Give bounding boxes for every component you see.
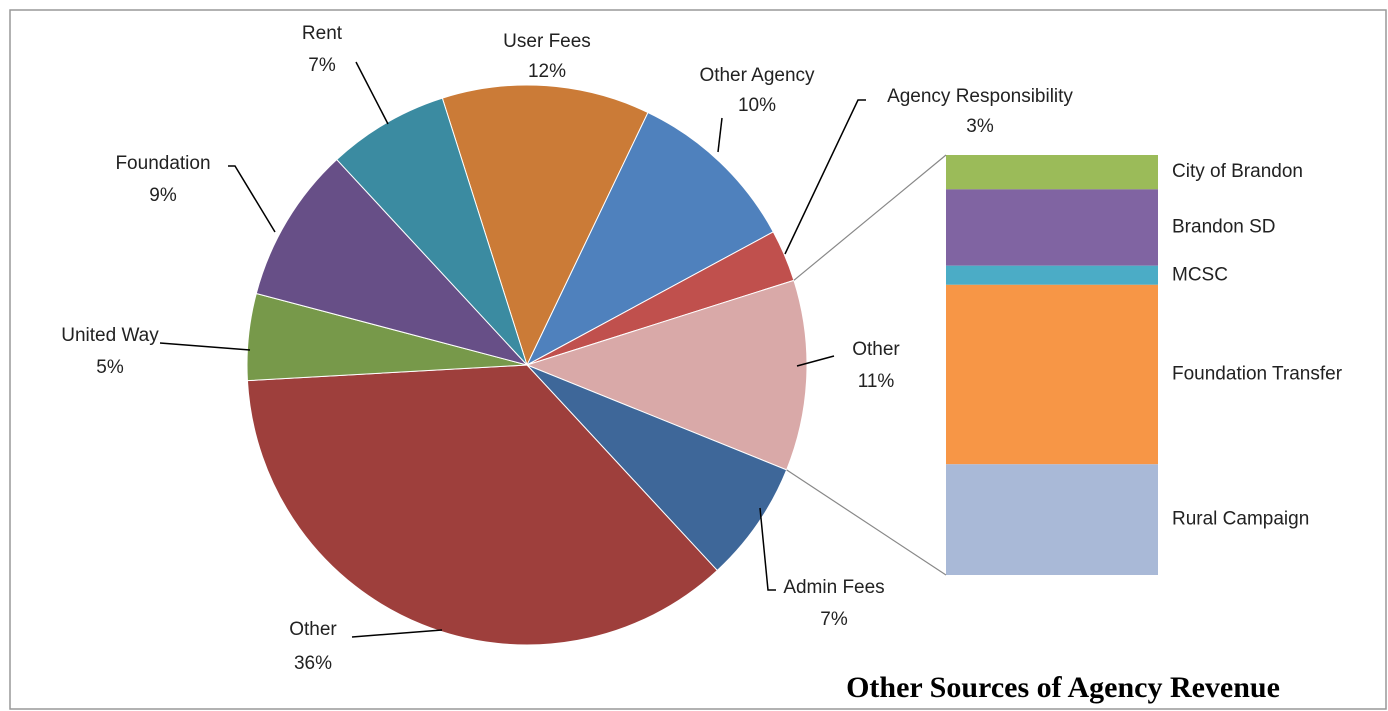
pie-slice	[525, 111, 774, 367]
bar-label: Brandon SD	[1172, 217, 1276, 238]
pie-slice	[525, 279, 808, 471]
leader-line	[228, 165, 276, 233]
bar-label: Rural Campaign	[1172, 509, 1309, 530]
pie-slice	[336, 97, 528, 366]
leader-line	[717, 117, 723, 153]
leader-line	[159, 342, 251, 351]
slice-value-label: 10%	[738, 95, 776, 116]
slice-label: Agency Responsibility	[887, 86, 1073, 107]
leader-line	[759, 507, 776, 591]
slice-label: Other Agency	[699, 65, 815, 86]
bar-label: MCSC	[1172, 264, 1228, 285]
slice-label: User Fees	[503, 31, 591, 52]
slice-label: United Way	[61, 325, 159, 346]
leader-line	[796, 355, 835, 367]
pie-slice	[526, 364, 788, 572]
slice-value-label: 11%	[858, 371, 895, 392]
connector-line	[793, 154, 947, 281]
slice-value-label: 7%	[820, 609, 848, 630]
pie-slice	[255, 158, 529, 366]
slice-value-label: 7%	[308, 55, 336, 76]
slice-label: Other	[852, 339, 900, 360]
bar-label: Foundation Transfer	[1172, 364, 1343, 385]
slice-value-label: 12%	[528, 61, 566, 82]
connector-line	[786, 469, 947, 576]
pie-slice	[246, 364, 718, 646]
chart-title: Other Sources of Agency Revenue	[846, 671, 1280, 704]
slice-value-label: 3%	[966, 116, 994, 137]
slice-value-label: 36%	[294, 653, 332, 674]
bar-label: City of Brandon	[1172, 161, 1303, 182]
slice-label: Admin Fees	[783, 577, 884, 598]
bar-segment	[946, 189, 1158, 266]
slice-label: Other	[289, 619, 337, 640]
bar-segment	[946, 284, 1158, 465]
bar-segment	[946, 155, 1158, 190]
slice-value-label: 5%	[96, 357, 124, 378]
bar-segment	[946, 464, 1158, 575]
bar-segment	[946, 265, 1158, 285]
slice-label: Foundation	[115, 153, 210, 174]
leader-line	[351, 629, 443, 638]
slice-label: Rent	[302, 23, 343, 44]
leader-line	[355, 61, 389, 125]
pie-slice	[441, 84, 649, 367]
slice-value-label: 9%	[149, 185, 177, 206]
leader-line	[784, 99, 866, 255]
